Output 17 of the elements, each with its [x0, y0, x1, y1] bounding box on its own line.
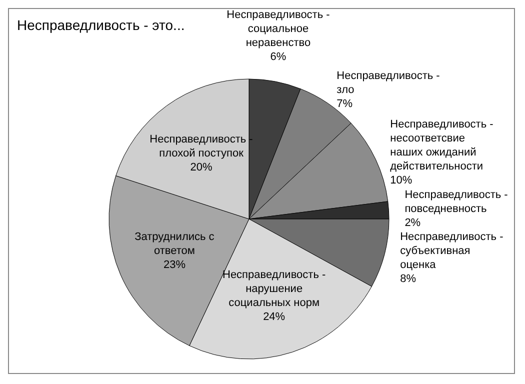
slice-label: Несправедливость - нарушение социальных норм — [222, 269, 326, 310]
slice-label: Несправедливость - плохой поступок — [150, 133, 254, 160]
data-label: 8% — [400, 272, 416, 285]
data-label: 24% — [263, 311, 286, 324]
slice-label: Несправедливость - субъективная оценка — [400, 230, 504, 271]
data-label: 20% — [190, 161, 212, 174]
data-label: 7% — [336, 98, 353, 110]
slice-label: Несправедливость - повседневность — [404, 189, 508, 216]
text: Несправедливость - это... — [17, 17, 185, 33]
slice-label: Несправедливость - зло — [336, 70, 440, 96]
data-label: 23% — [163, 259, 186, 272]
data-label: 10% — [390, 174, 412, 187]
slice-label: Несправедливость - несоответсвие наших ожиданий действительности — [390, 118, 494, 173]
slice-label: Несправедливость - социальное неравенство — [226, 8, 330, 49]
slice-label: Затруднились с ответом — [134, 231, 215, 258]
data-label: 2% — [404, 217, 421, 230]
data-label: 6% — [270, 50, 286, 63]
